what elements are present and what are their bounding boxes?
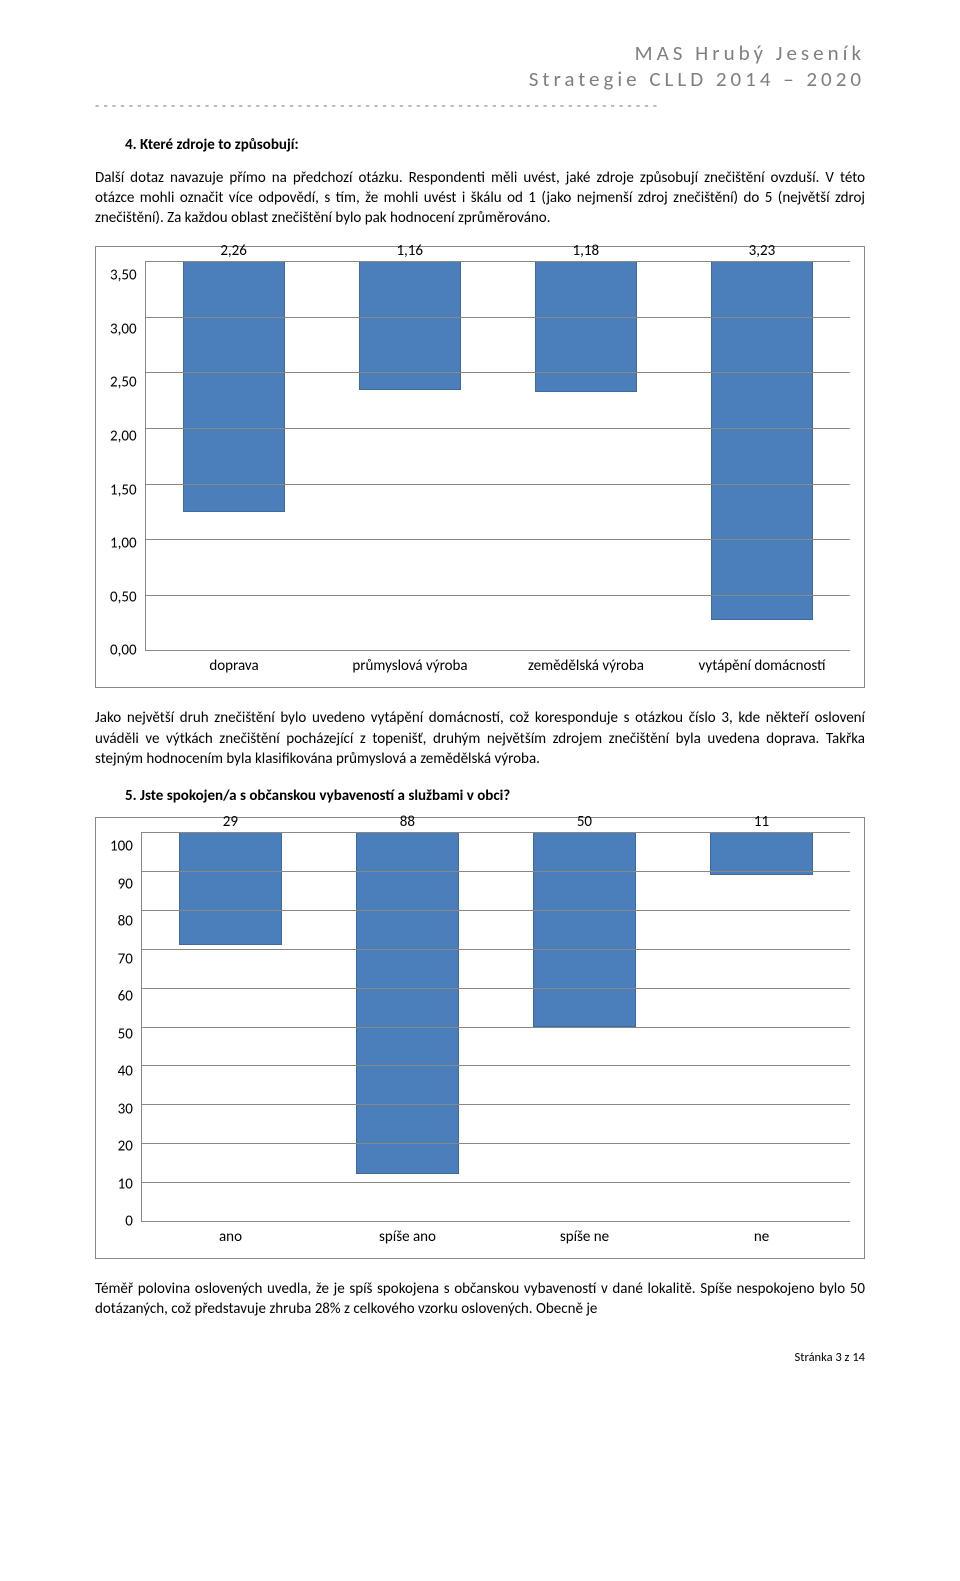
paragraph-4-1: Další dotaz navazuje přímo na předchozí … [95,168,865,229]
dash-rule: - - - - - - - - - - - - - - - - - - - - … [95,97,865,114]
paragraph-footer: Téměř polovina oslovených uvedla, že je … [95,1279,865,1320]
y-tick: 1,00 [110,537,137,552]
x-category-label: ano [142,1228,319,1246]
chart2-bars: 29 88 50 11 [142,832,850,1221]
bar-value-label: 11 [754,813,769,831]
bar-value-label: 88 [400,813,415,831]
y-tick: 0 [125,1215,133,1230]
y-tick: 90 [118,877,133,892]
y-tick: 3,00 [110,322,137,337]
y-tick: 10 [118,1177,133,1192]
paragraph-4-2: Jako největší druh znečištění bylo uvede… [95,708,865,769]
bar: 11 [710,832,813,875]
chart-pollution-sources: 3,50 3,00 2,50 2,00 1,50 1,00 0,50 0,00 2,26 1,1… [95,246,865,688]
x-category-label: spíše ne [496,1228,673,1246]
x-category-label: doprava [146,657,322,675]
bar: 1,16 [359,261,461,390]
y-tick: 1,50 [110,483,137,498]
chart1-plot: 2,26 1,16 1,18 3,23 [145,261,850,651]
doc-header: MAS Hrubý Jeseník Strategie CLLD 2014 – … [95,40,865,93]
y-tick: 0,00 [110,644,137,659]
header-line2: Strategie CLLD 2014 – 2020 [95,66,865,92]
bar-value-label: 1,18 [573,242,600,260]
heading-4: 4. Které zdroje to způsobují: [125,136,865,154]
bar-value-label: 1,16 [396,242,423,260]
y-tick: 100 [110,840,133,855]
bar: 88 [356,832,459,1174]
y-tick: 50 [118,1027,133,1042]
header-line1: MAS Hrubý Jeseník [95,40,865,66]
x-category-label: zemědělská výroba [498,657,674,675]
bar: 29 [179,832,282,945]
bar: 50 [533,832,636,1027]
x-category-label: ne [673,1228,850,1246]
bar-value-label: 2,26 [220,242,247,260]
chart1-y-axis: 3,503,002,502,001,501,000,500,00 [110,261,145,651]
y-tick: 80 [118,915,133,930]
bar: 2,26 [183,261,285,512]
bar: 3,23 [711,261,813,620]
bar-value-label: 3,23 [749,242,776,260]
chart1-bars: 2,26 1,16 1,18 3,23 [146,261,850,650]
x-category-label: průmyslová výroba [322,657,498,675]
page-number: Stránka 3 z 14 [95,1350,865,1365]
y-tick: 3,50 [110,269,137,284]
x-category-label: vytápění domácností [674,657,850,675]
heading-5: 5. Jste spokojen/a s občanskou vybavenos… [125,787,865,805]
y-tick: 40 [118,1065,133,1080]
y-tick: 60 [118,990,133,1005]
y-tick: 0,50 [110,590,137,605]
bar-value-label: 50 [577,813,592,831]
bar: 1,18 [535,261,637,392]
chart2-plot: 29 88 50 11 [141,832,850,1222]
y-tick: 70 [118,952,133,967]
bar-value-label: 29 [223,813,238,831]
y-tick: 2,00 [110,429,137,444]
y-tick: 2,50 [110,376,137,391]
y-tick: 20 [118,1140,133,1155]
x-category-label: spíše ano [319,1228,496,1246]
chart2-y-axis: 1009080706050403020100 [110,832,141,1222]
chart-satisfaction: 1009080706050403020100 29885011 anospíše… [95,817,865,1259]
y-tick: 30 [118,1102,133,1117]
chart1-x-axis: dopravaprůmyslová výrobazemědělská výrob… [110,657,850,675]
chart2-x-axis: anospíše anospíše nene [110,1228,850,1246]
